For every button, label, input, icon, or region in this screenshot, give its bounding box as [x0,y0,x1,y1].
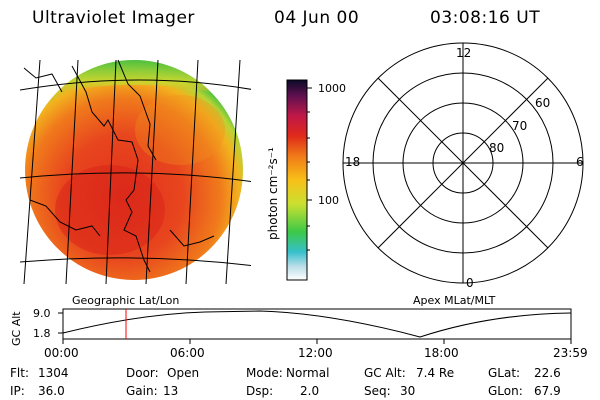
altitude-xtick-1800: 18:00 [424,346,459,360]
gain-label: Gain: [126,384,158,398]
mlt-label-18: 18 [345,155,361,169]
mode-value: Normal [286,366,330,380]
mlt-label-6: 6 [576,155,584,169]
mlt-label-0: 0 [466,276,474,290]
glat-value: 22.6 [534,366,561,380]
gain-value: 13 [163,384,179,398]
flt-label: Flt: [10,366,29,380]
altitude-ytick-9: 9.0 [33,307,51,320]
image-panel-caption: Geographic Lat/Lon [72,294,180,307]
mlat-label-80: 80 [489,141,505,155]
glon-label: GLon: [488,384,523,398]
gc-alt-value: 7.4 Re [416,366,455,380]
door-label: Door: [126,366,159,380]
altitude-curve [62,310,572,338]
glon-value: 67.9 [534,384,561,398]
colorbar-tick-100: 100 [318,194,339,207]
colorbar-tick-1000: 1000 [318,82,346,95]
flt-value: 1304 [38,366,69,380]
mode-label: Mode: [246,366,283,380]
glat-label: GLat: [488,366,521,380]
gc-alt-label: GC Alt: [364,366,406,380]
seq-value: 30 [400,384,416,398]
altitude-ytick-1-8: 1.8 [33,327,51,340]
altitude-xtick-0600: 06:00 [170,346,205,360]
colorbar [286,79,312,281]
mlat-label-60: 60 [535,96,551,110]
ip-label: IP: [10,384,25,398]
date-label: 04 Jun 00 [274,8,360,28]
altitude-plot [58,308,572,344]
altitude-ylabel: GC Alt [10,311,23,346]
polar-plot [342,42,584,284]
altitude-xtick-0000: 00:00 [44,346,79,360]
altitude-xtick-1200: 12:00 [298,346,333,360]
ip-value: 36.0 [38,384,65,398]
time-label: 03:08:16 UT [430,8,541,28]
coastlines [23,59,215,273]
seq-label: Seq: [364,384,391,398]
uv-image-panel [25,60,243,280]
door-value: Open [167,366,200,380]
altitude-xtick-2359: 23:59 [553,346,588,360]
instrument-title: Ultraviolet Imager [32,8,195,28]
mlt-label-12: 12 [456,46,472,60]
dsp-label: Dsp: [246,384,274,398]
polar-panel-caption: Apex MLat/MLT [413,294,496,307]
mlat-label-70: 70 [512,119,528,133]
dsp-value: 2.0 [300,384,320,398]
colorbar-label: photon cm⁻²s⁻¹ [266,147,280,240]
geographic-grid [20,59,251,284]
